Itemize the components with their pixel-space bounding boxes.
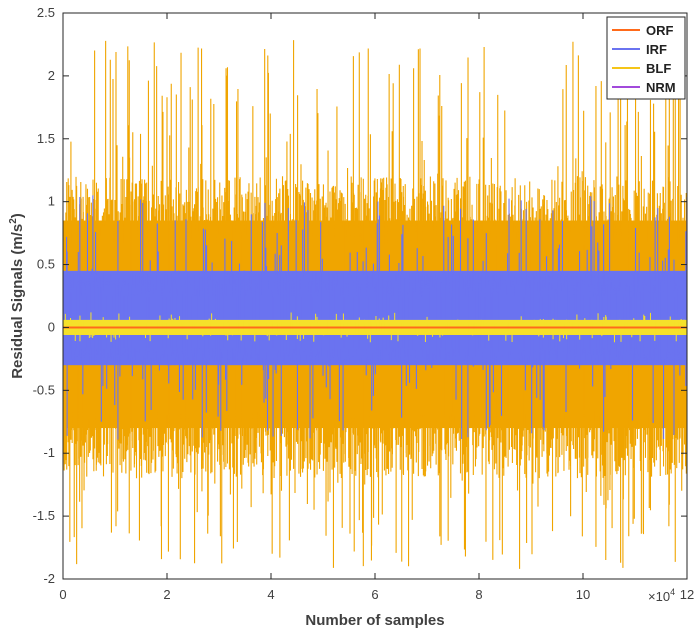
y-tick-label: 1 xyxy=(48,194,55,209)
x-tick-label: 2 xyxy=(163,587,170,602)
y-tick-label: 1.5 xyxy=(37,131,55,146)
y-axis-label-sup: 2 xyxy=(8,218,19,224)
y-axis-label-main: Residual Signals (m/s xyxy=(9,224,26,379)
y-axis-label: Residual Signals (m/s2) xyxy=(8,213,26,379)
x-exponent-label: ×104 xyxy=(648,587,675,604)
legend: ORF IRF BLF NRM xyxy=(606,16,686,100)
x-tick-label: 6 xyxy=(371,587,378,602)
x-tick-label: 10 xyxy=(576,587,590,602)
y-tick-label: -0.5 xyxy=(33,382,55,397)
legend-label-blf: BLF xyxy=(646,61,671,76)
y-tick-label: 0 xyxy=(48,319,55,334)
y-tick-label: 2 xyxy=(48,68,55,83)
y-tick-label: -1.5 xyxy=(33,508,55,523)
x-tick-label: 4 xyxy=(267,587,274,602)
x-exponent-power: 4 xyxy=(670,587,675,597)
y-tick-label: 0.5 xyxy=(37,257,55,272)
y-axis-label-close: ) xyxy=(9,213,26,218)
y-tick-label: -2 xyxy=(43,571,55,586)
x-exponent-base: ×10 xyxy=(648,589,670,604)
x-axis-label: Number of samples xyxy=(305,612,444,629)
y-tick-label: -1 xyxy=(43,445,55,460)
x-tick-label: 12 xyxy=(680,587,694,602)
x-tick-label: 8 xyxy=(475,587,482,602)
y-tick-label: 2.5 xyxy=(37,5,55,20)
x-tick-label: 0 xyxy=(59,587,66,602)
ticks-layer: 0 2 4 6 8 10 12 -2 -1.5 -1 -0.5 0 0.5 1 1.5 2 2.5 xyxy=(33,5,695,602)
series-layer xyxy=(63,40,687,569)
legend-label-irf: IRF xyxy=(646,42,667,57)
legend-label-orf: ORF xyxy=(646,23,674,38)
legend-label-nrm: NRM xyxy=(646,80,676,95)
legend-items: ORF IRF BLF NRM xyxy=(612,23,676,95)
